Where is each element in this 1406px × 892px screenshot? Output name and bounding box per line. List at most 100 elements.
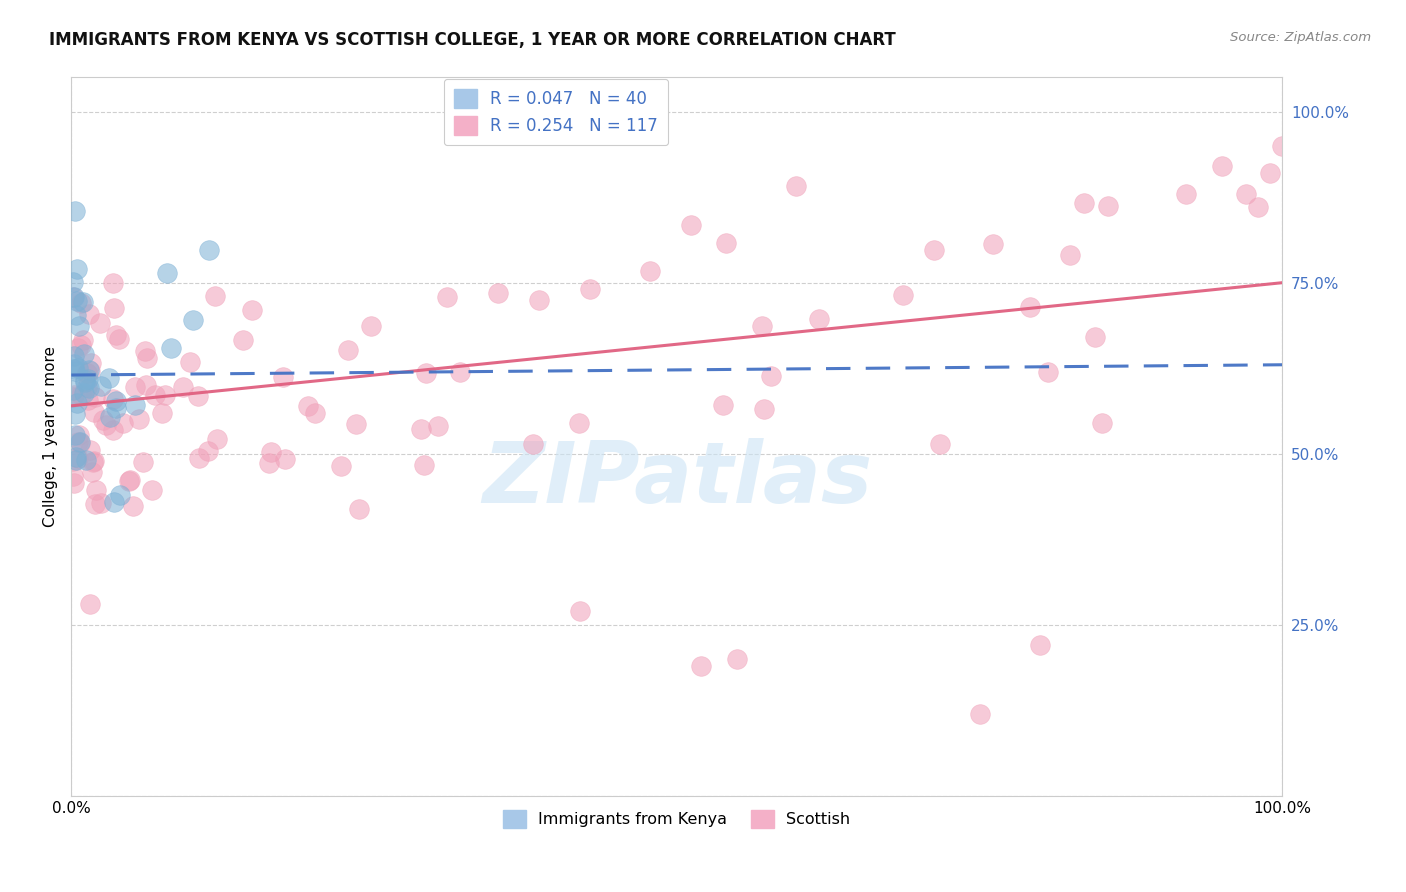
Point xyxy=(79,597,101,611)
Point xyxy=(90,378,112,392)
Point xyxy=(121,499,143,513)
Point xyxy=(681,218,703,232)
Point xyxy=(1073,196,1095,211)
Point xyxy=(90,496,112,510)
Point xyxy=(1174,186,1197,201)
Point xyxy=(72,294,94,309)
Point xyxy=(66,262,89,277)
Point xyxy=(640,264,662,278)
Point xyxy=(98,371,121,385)
Point xyxy=(77,372,100,386)
Point xyxy=(103,392,125,407)
Point xyxy=(436,290,458,304)
Point xyxy=(128,411,150,425)
Point xyxy=(1091,416,1114,430)
Point xyxy=(108,332,131,346)
Point xyxy=(527,293,550,307)
Point xyxy=(65,453,87,467)
Point xyxy=(83,497,105,511)
Point xyxy=(77,363,100,377)
Point xyxy=(65,450,87,464)
Text: IMMIGRANTS FROM KENYA VS SCOTTISH COLLEGE, 1 YEAR OR MORE CORRELATION CHART: IMMIGRANTS FROM KENYA VS SCOTTISH COLLEG… xyxy=(49,31,896,49)
Point xyxy=(1029,638,1052,652)
Point xyxy=(73,347,96,361)
Point xyxy=(1019,300,1042,314)
Text: Source: ZipAtlas.com: Source: ZipAtlas.com xyxy=(1230,31,1371,45)
Point xyxy=(104,401,127,416)
Point xyxy=(83,454,105,468)
Point xyxy=(124,398,146,412)
Point xyxy=(135,378,157,392)
Point xyxy=(981,236,1004,251)
Point xyxy=(89,316,111,330)
Point xyxy=(62,469,84,483)
Point xyxy=(82,455,104,469)
Point xyxy=(347,501,370,516)
Point xyxy=(80,355,103,369)
Point xyxy=(271,370,294,384)
Point xyxy=(304,406,326,420)
Point xyxy=(62,290,84,304)
Point xyxy=(63,408,86,422)
Point xyxy=(62,290,84,304)
Point xyxy=(522,437,544,451)
Point xyxy=(75,453,97,467)
Point xyxy=(104,327,127,342)
Point xyxy=(136,351,159,365)
Point xyxy=(297,400,319,414)
Point xyxy=(66,396,89,410)
Point xyxy=(73,386,96,401)
Point xyxy=(141,483,163,497)
Point xyxy=(77,381,100,395)
Point xyxy=(108,488,131,502)
Point xyxy=(63,357,86,371)
Point xyxy=(449,365,471,379)
Point xyxy=(1038,365,1060,379)
Point xyxy=(785,179,807,194)
Point xyxy=(77,392,100,407)
Point xyxy=(891,288,914,302)
Point xyxy=(66,294,89,309)
Point xyxy=(69,295,91,310)
Y-axis label: College, 1 year or more: College, 1 year or more xyxy=(44,346,58,527)
Point xyxy=(929,436,952,450)
Point xyxy=(1211,160,1233,174)
Point xyxy=(415,366,437,380)
Point xyxy=(66,361,89,376)
Point xyxy=(70,388,93,402)
Point xyxy=(84,390,107,404)
Point xyxy=(62,390,84,404)
Point xyxy=(67,450,90,465)
Point xyxy=(67,318,90,333)
Point xyxy=(63,388,86,402)
Point xyxy=(426,419,449,434)
Point xyxy=(181,313,204,327)
Text: ZIPatlas: ZIPatlas xyxy=(482,438,872,521)
Point xyxy=(711,398,734,412)
Point xyxy=(412,458,434,472)
Point xyxy=(72,333,94,347)
Point xyxy=(103,276,125,290)
Point xyxy=(103,301,125,315)
Point xyxy=(727,652,749,666)
Point xyxy=(105,393,128,408)
Point xyxy=(76,380,98,394)
Point xyxy=(754,402,776,417)
Point xyxy=(486,285,509,300)
Point xyxy=(65,309,87,323)
Point xyxy=(153,388,176,402)
Point xyxy=(1247,201,1270,215)
Point xyxy=(205,433,228,447)
Point xyxy=(759,369,782,384)
Legend: Immigrants from Kenya, Scottish: Immigrants from Kenya, Scottish xyxy=(496,803,858,834)
Point xyxy=(409,421,432,435)
Point xyxy=(76,366,98,380)
Point xyxy=(198,244,221,258)
Point xyxy=(197,443,219,458)
Point xyxy=(360,318,382,333)
Point xyxy=(330,458,353,473)
Point xyxy=(69,435,91,450)
Point xyxy=(1084,330,1107,344)
Point xyxy=(79,442,101,457)
Point xyxy=(63,362,86,376)
